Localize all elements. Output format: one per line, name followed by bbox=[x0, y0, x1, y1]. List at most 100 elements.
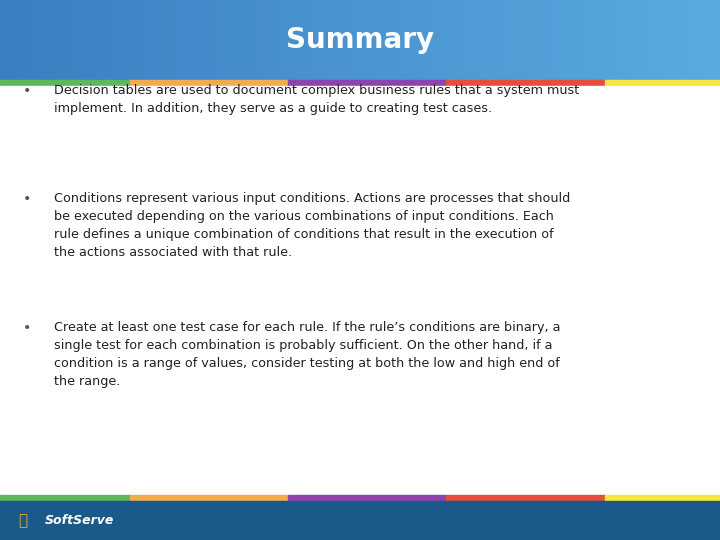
Bar bbox=[713, 0, 716, 80]
Bar bbox=[61, 0, 65, 80]
Bar bbox=[266, 0, 270, 80]
Bar bbox=[140, 0, 144, 80]
Bar bbox=[259, 0, 263, 80]
Bar bbox=[432, 0, 436, 80]
Bar bbox=[619, 0, 623, 80]
Bar bbox=[331, 0, 335, 80]
Bar bbox=[47, 0, 50, 80]
Bar bbox=[677, 0, 680, 80]
Bar bbox=[709, 0, 713, 80]
Bar bbox=[338, 0, 342, 80]
Bar bbox=[151, 0, 155, 80]
Bar bbox=[248, 0, 252, 80]
Bar bbox=[691, 0, 695, 80]
Bar bbox=[446, 0, 450, 80]
Bar bbox=[554, 0, 558, 80]
Bar bbox=[374, 0, 378, 80]
Bar bbox=[468, 0, 472, 80]
Bar bbox=[169, 0, 173, 80]
Bar bbox=[461, 0, 464, 80]
Bar bbox=[547, 0, 551, 80]
Bar bbox=[425, 0, 428, 80]
Bar bbox=[497, 0, 500, 80]
Text: Ⓢ: Ⓢ bbox=[18, 513, 27, 528]
Bar bbox=[223, 0, 227, 80]
Bar bbox=[158, 0, 162, 80]
Bar bbox=[162, 0, 166, 80]
Bar bbox=[306, 0, 310, 80]
Bar bbox=[14, 0, 18, 80]
Bar bbox=[205, 0, 209, 80]
Bar bbox=[659, 0, 662, 80]
Bar bbox=[270, 0, 274, 80]
Bar bbox=[446, 495, 605, 501]
Bar bbox=[580, 0, 583, 80]
Bar bbox=[526, 0, 529, 80]
Bar bbox=[36, 0, 40, 80]
Bar bbox=[32, 0, 36, 80]
Bar bbox=[83, 0, 86, 80]
Bar bbox=[349, 0, 353, 80]
Bar bbox=[227, 0, 230, 80]
Bar bbox=[119, 0, 122, 80]
Bar bbox=[209, 0, 212, 80]
Bar bbox=[410, 0, 414, 80]
Bar bbox=[464, 0, 468, 80]
Bar bbox=[652, 0, 655, 80]
Bar bbox=[40, 0, 43, 80]
Bar bbox=[212, 0, 216, 80]
Bar bbox=[605, 0, 608, 80]
Bar bbox=[590, 0, 594, 80]
Bar bbox=[43, 0, 47, 80]
Bar bbox=[612, 0, 616, 80]
Bar bbox=[490, 0, 493, 80]
Bar bbox=[403, 0, 407, 80]
Bar bbox=[698, 0, 702, 80]
Bar bbox=[324, 0, 328, 80]
Bar bbox=[302, 0, 306, 80]
Bar bbox=[288, 0, 292, 80]
Bar bbox=[104, 0, 108, 80]
Bar bbox=[421, 0, 425, 80]
Bar bbox=[594, 0, 598, 80]
Bar bbox=[367, 0, 371, 80]
Bar bbox=[22, 0, 25, 80]
Bar bbox=[641, 0, 644, 80]
Bar bbox=[446, 80, 605, 86]
Bar bbox=[18, 0, 22, 80]
Bar bbox=[133, 0, 137, 80]
Text: Decision tables are used to document complex business rules that a system must
i: Decision tables are used to document com… bbox=[54, 84, 580, 114]
Bar bbox=[378, 0, 382, 80]
Bar bbox=[97, 0, 101, 80]
Bar bbox=[346, 0, 349, 80]
Bar bbox=[634, 0, 637, 80]
Bar bbox=[450, 0, 454, 80]
Bar bbox=[220, 0, 223, 80]
Text: •: • bbox=[23, 84, 32, 98]
Bar bbox=[310, 0, 313, 80]
Bar bbox=[238, 0, 241, 80]
Bar bbox=[11, 0, 14, 80]
Bar bbox=[277, 0, 281, 80]
Bar bbox=[637, 0, 641, 80]
Bar bbox=[623, 0, 626, 80]
Bar bbox=[130, 0, 133, 80]
Bar bbox=[551, 0, 554, 80]
Bar bbox=[94, 0, 97, 80]
Bar bbox=[626, 0, 630, 80]
Bar bbox=[0, 501, 720, 540]
Bar bbox=[576, 0, 580, 80]
Bar bbox=[335, 0, 338, 80]
Bar bbox=[472, 0, 475, 80]
Text: SoftServe: SoftServe bbox=[45, 514, 114, 527]
Bar bbox=[194, 0, 198, 80]
Bar bbox=[587, 0, 590, 80]
Bar bbox=[508, 0, 511, 80]
Bar bbox=[565, 0, 569, 80]
Bar bbox=[407, 0, 410, 80]
Bar bbox=[191, 0, 194, 80]
Bar bbox=[4, 0, 7, 80]
Bar bbox=[317, 0, 320, 80]
Bar bbox=[79, 0, 83, 80]
Bar bbox=[72, 0, 76, 80]
